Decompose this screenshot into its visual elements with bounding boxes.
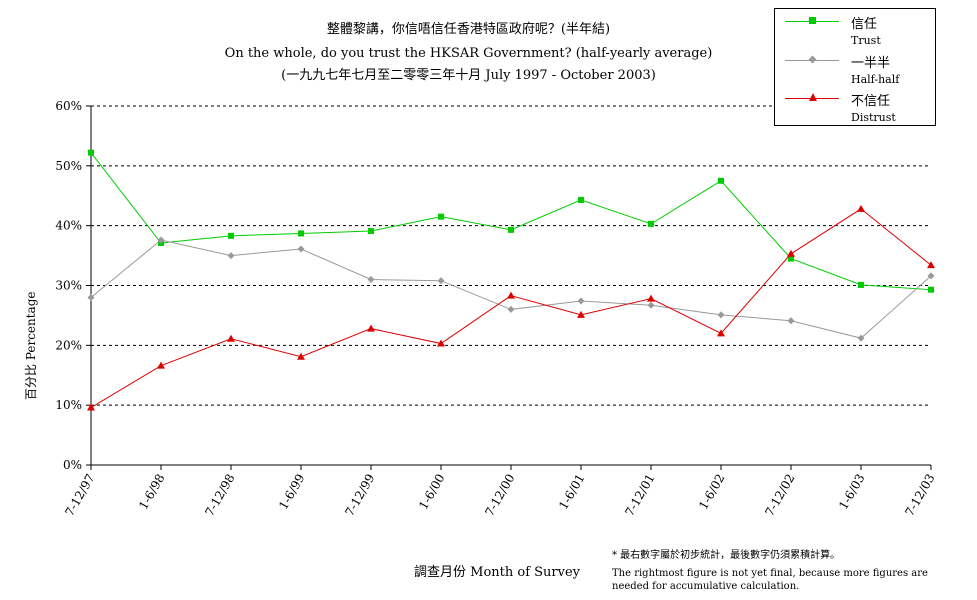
- x-axis-label: 調查月份 Month of Survey: [414, 565, 581, 580]
- data-point-half-half: [157, 236, 165, 244]
- y-axis-label: 百分比 Percentage: [24, 291, 38, 401]
- y-tick-label: 20%: [55, 338, 82, 352]
- data-point-distrust: [857, 204, 865, 212]
- data-point-half-half: [927, 272, 935, 280]
- x-tick-label: 1-6/00: [416, 472, 447, 512]
- x-tick-label: 1-6/01: [556, 472, 587, 512]
- chart-subtitle-period: (一九九七年七月至二零零三年十月 July 1997 - October 200…: [281, 68, 656, 83]
- x-tick-label: 1-6/02: [696, 472, 727, 512]
- data-point-distrust: [717, 329, 725, 337]
- data-point-trust: [578, 196, 584, 203]
- data-point-trust: [858, 281, 864, 288]
- footnote-english-2: needed for accumulative calculation.: [612, 581, 800, 592]
- chart-subtitle: On the whole, do you trust the HKSAR Gov…: [224, 46, 713, 61]
- data-point-distrust: [437, 339, 445, 347]
- y-tick-label: 10%: [55, 398, 82, 412]
- y-tick-label: 0%: [63, 458, 82, 472]
- data-point-half-half: [437, 277, 445, 285]
- footnote-chinese: * 最右數字屬於初步統計，最後數字仍須累積計算。: [612, 550, 841, 561]
- x-tick-label: 7-12/97: [62, 472, 97, 519]
- legend-half-half-label-en: Half-half: [851, 73, 900, 86]
- data-point-distrust: [647, 294, 655, 302]
- data-point-distrust: [157, 361, 165, 369]
- legend: 信任 Trust 一半半 Half-half 不信任 Distrust: [774, 8, 936, 126]
- data-point-half-half: [857, 334, 865, 342]
- legend-trust-label: 信任: [851, 17, 878, 32]
- data-point-trust: [928, 286, 934, 293]
- data-point-trust: [228, 232, 234, 239]
- x-tick-label: 7-12/03: [902, 472, 937, 519]
- data-point-half-half: [367, 276, 375, 284]
- x-tick-label: 1-6/99: [276, 472, 307, 512]
- y-tick-label: 40%: [55, 219, 82, 233]
- footnote-english-1: The rightmost figure is not yet final, b…: [612, 568, 928, 579]
- y-tick-label: 30%: [55, 279, 82, 293]
- data-point-half-half: [227, 252, 235, 260]
- legend-trust-label-en: Trust: [851, 34, 881, 47]
- legend-distrust-label: 不信任: [851, 94, 891, 109]
- data-point-half-half: [647, 301, 655, 309]
- data-point-half-half: [87, 293, 95, 301]
- data-point-distrust: [927, 261, 935, 269]
- x-tick-label: 1-6/98: [136, 472, 167, 512]
- x-tick-label: 1-6/03: [836, 472, 867, 512]
- legend-trust-marker: [809, 17, 816, 24]
- data-point-half-half: [717, 311, 725, 319]
- data-point-half-half: [787, 317, 795, 325]
- x-tick-label: 7-12/98: [202, 472, 237, 519]
- data-point-half-half: [297, 245, 305, 253]
- legend-item-half-half: 一半半 Half-half: [775, 51, 937, 91]
- legend-distrust-label-en: Distrust: [851, 111, 896, 124]
- data-point-trust: [438, 213, 444, 220]
- data-point-distrust: [367, 324, 375, 332]
- y-tick-label: 60%: [55, 99, 82, 113]
- x-tick-label: 7-12/99: [342, 472, 377, 519]
- series-line-half-half: [90, 239, 932, 339]
- data-point-distrust: [297, 352, 305, 360]
- x-tick-label: 7-12/01: [622, 472, 657, 519]
- data-point-trust: [788, 255, 794, 262]
- data-point-distrust: [787, 249, 795, 257]
- data-point-trust: [298, 230, 304, 237]
- data-point-trust: [368, 228, 374, 235]
- data-point-trust: [718, 177, 724, 184]
- legend-item-trust: 信任 Trust: [775, 12, 937, 52]
- legend-item-distrust: 不信任 Distrust: [775, 89, 937, 129]
- x-tick-label: 7-12/00: [482, 472, 517, 519]
- chart-title: 整體黎講，你信唔信任香港特區政府呢？(半年結): [326, 22, 611, 37]
- legend-half-half-marker: [808, 55, 817, 64]
- data-point-trust: [648, 220, 654, 227]
- data-point-half-half: [577, 297, 585, 305]
- data-point-distrust: [507, 291, 515, 299]
- series-line-trust: [90, 152, 932, 291]
- data-point-trust: [88, 149, 94, 156]
- legend-distrust-marker: [809, 93, 817, 101]
- data-point-distrust: [87, 403, 95, 411]
- legend-half-half-label: 一半半: [851, 56, 891, 71]
- data-point-trust: [508, 226, 514, 233]
- data-point-distrust: [227, 334, 235, 342]
- data-point-half-half: [507, 305, 515, 313]
- data-point-distrust: [577, 310, 585, 318]
- x-tick-label: 7-12/02: [762, 472, 797, 519]
- y-tick-label: 50%: [55, 159, 82, 173]
